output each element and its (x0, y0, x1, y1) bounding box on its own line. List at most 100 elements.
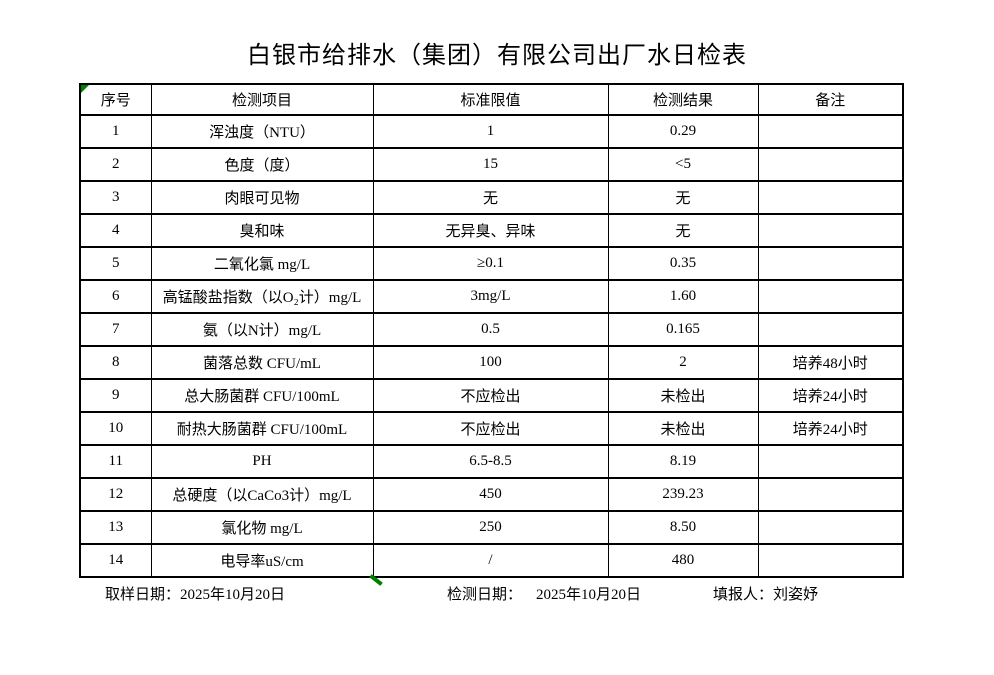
footer: 取样日期：2025年10月20日 检测日期： 2025年10月20日 填报人：刘姿… (0, 583, 994, 605)
cell-item: 氨（以N计）mg/L (150, 312, 374, 347)
cell-result: 无 (607, 213, 759, 248)
table-row: 9 总大肠菌群 CFU/100mL 不应检出 未检出 培养24小时 (79, 378, 904, 413)
cell-serial: 1 (79, 114, 152, 149)
cell-remark (757, 147, 904, 182)
cell-remark: 培养24小时 (757, 378, 904, 413)
table-row: 13 氯化物 mg/L 250 8.50 (79, 510, 904, 545)
cell-serial: 4 (79, 213, 152, 248)
cell-limit: 6.5-8.5 (372, 444, 609, 479)
reporter: 填报人：刘姿妤 (713, 583, 818, 604)
table-row: 12 总硬度（以CaCo3计）mg/L 450 239.23 (79, 477, 904, 512)
cell-serial: 14 (79, 543, 152, 578)
cell-limit: 不应检出 (372, 411, 609, 446)
cell-result: 8.19 (607, 444, 759, 479)
sample-date-value: 2025年10月20日 (180, 587, 286, 603)
cell-serial: 7 (79, 312, 152, 347)
cell-limit: 3mg/L (372, 279, 609, 314)
cell-remark (757, 510, 904, 545)
inspection-table: 序号 检测项目 标准限值 检测结果 备注 1 浑浊度（NTU） 1 0.29 2 色度（度… (79, 83, 904, 578)
cell-item: 二氧化氯 mg/L (150, 246, 374, 281)
cell-serial: 12 (79, 477, 152, 512)
cell-remark (757, 477, 904, 512)
cell-item: PH (150, 444, 374, 479)
cell-serial: 5 (79, 246, 152, 281)
table-row: 8 菌落总数 CFU/mL 100 2 培养48小时 (79, 345, 904, 380)
test-date-label: 检测日期： (447, 587, 523, 603)
cell-remark (757, 312, 904, 347)
cell-result: 2 (607, 345, 759, 380)
table-row: 5 二氧化氯 mg/L ≥0.1 0.35 (79, 246, 904, 281)
cell-serial: 9 (79, 378, 152, 413)
cell-limit: / (372, 543, 609, 578)
cell-limit: 1 (372, 114, 609, 149)
cell-result: 0.35 (607, 246, 759, 281)
cell-item: 高锰酸盐指数（以O₂计）mg/L (150, 279, 374, 314)
cell-limit: 450 (372, 477, 609, 512)
cell-remark (757, 213, 904, 248)
reporter-name: 刘姿妤 (773, 587, 819, 603)
cell-item: 总硬度（以CaCo3计）mg/L (150, 477, 374, 512)
cell-result: 239.23 (607, 477, 759, 512)
table-row: 1 浑浊度（NTU） 1 0.29 (79, 114, 904, 149)
table-row: 7 氨（以N计）mg/L 0.5 0.165 (79, 312, 904, 347)
cell-remark (757, 246, 904, 281)
table-row: 14 电导率uS/cm/480 (79, 543, 904, 578)
cell-result: 480 (607, 543, 759, 578)
cell-remark (757, 543, 904, 578)
cell-item: 肉眼可见物 (150, 180, 374, 215)
cell-remark: 培养48小时 (757, 345, 904, 380)
sample-date-label: 取样日期： (105, 587, 181, 603)
cell-item: 菌落总数 CFU/mL (150, 345, 374, 380)
column-header-result: 检测结果 (607, 83, 759, 116)
table-row: 3 肉眼可见物无无 (79, 180, 904, 215)
page-title: 白银市给排水（集团）有限公司出厂水日检表 (247, 43, 747, 69)
test-date-value: 2025年10月20日 (536, 587, 642, 603)
inspection-table-body: 1 浑浊度（NTU） 1 0.29 2 色度（度） 15 <5 3 肉眼可见物无无 4 臭和味 无异臭、… (79, 114, 904, 578)
excel-error-flag-icon (81, 85, 89, 93)
table-row: 6 高锰酸盐指数（以O₂计）mg/L 3mg/L 1.60 (79, 279, 904, 314)
cell-item: 色度（度） (150, 147, 374, 182)
cell-limit: 250 (372, 510, 609, 545)
table-row: 2 色度（度） 15 <5 (79, 147, 904, 182)
column-header-no: 序号 (79, 83, 152, 116)
table-row: 11 PH 6.5-8.5 8.19 (79, 444, 904, 479)
table-row: 10 耐热大肠菌群 CFU/100mL 不应检出 未检出 培养24小时 (79, 411, 904, 446)
column-header-item: 检测项目 (150, 83, 374, 116)
cell-result: 0.29 (607, 114, 759, 149)
cell-remark: 培养24小时 (757, 411, 904, 446)
cell-limit: 15 (372, 147, 609, 182)
cell-limit: ≥0.1 (372, 246, 609, 281)
cell-limit: 无 (372, 180, 609, 215)
cell-result: 0.165 (607, 312, 759, 347)
cell-serial: 3 (79, 180, 152, 215)
cell-serial: 13 (79, 510, 152, 545)
table-header-row: 序号 检测项目 标准限值 检测结果 备注 (79, 83, 904, 116)
cell-limit: 无异臭、异味 (372, 213, 609, 248)
cell-remark (757, 444, 904, 479)
column-header-limit: 标准限值 (372, 83, 609, 116)
sample-date: 取样日期：2025年10月20日 (105, 583, 285, 604)
cell-item: 浑浊度（NTU） (150, 114, 374, 149)
cell-serial: 10 (79, 411, 152, 446)
cell-remark (757, 279, 904, 314)
reporter-label: 填报人： (713, 587, 774, 603)
cell-serial: 8 (79, 345, 152, 380)
cell-result: 无 (607, 180, 759, 215)
cell-result: 1.60 (607, 279, 759, 314)
cell-item: 臭和味 (150, 213, 374, 248)
cell-limit: 0.5 (372, 312, 609, 347)
cell-result: 8.50 (607, 510, 759, 545)
cell-result: 未检出 (607, 411, 759, 446)
cell-serial: 6 (79, 279, 152, 314)
cell-item: 氯化物 mg/L (150, 510, 374, 545)
cell-serial: 11 (79, 444, 152, 479)
cell-item: 总大肠菌群 CFU/100mL (150, 378, 374, 413)
cell-limit: 100 (372, 345, 609, 380)
cell-remark (757, 180, 904, 215)
test-date: 检测日期： 2025年10月20日 (447, 583, 641, 604)
cell-limit: 不应检出 (372, 378, 609, 413)
table-row: 4 臭和味 无异臭、异味无 (79, 213, 904, 248)
cell-result: <5 (607, 147, 759, 182)
cell-item: 耐热大肠菌群 CFU/100mL (150, 411, 374, 446)
